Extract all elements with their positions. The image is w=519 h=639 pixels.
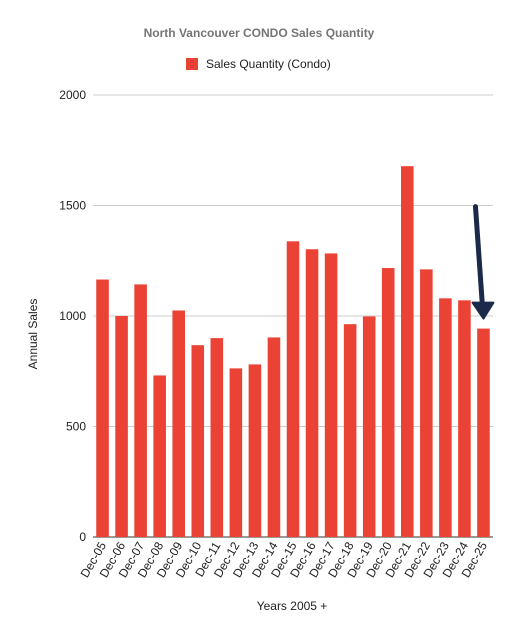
y-axis-ticks: 0 500 1000 1500 2000 xyxy=(59,88,86,544)
bar-dec-16 xyxy=(305,249,319,537)
bar-dec-17 xyxy=(324,253,338,537)
x-axis-title: Years 2005 + xyxy=(257,599,328,613)
chart-title: North Vancouver CONDO Sales Quantity xyxy=(144,26,375,40)
bar-dec-13 xyxy=(248,364,262,537)
arrow-shaft xyxy=(472,204,485,310)
x-axis-ticks: Dec-05Dec-06Dec-07Dec-08Dec-09Dec-10Dec-… xyxy=(78,539,491,580)
bars xyxy=(96,166,490,538)
y-tick-label: 2000 xyxy=(59,88,86,102)
y-tick-label: 1000 xyxy=(59,309,86,323)
bar-dec-24 xyxy=(458,300,471,537)
bar-dec-10 xyxy=(191,345,205,537)
bar-dec-05 xyxy=(96,279,109,537)
bar-dec-23 xyxy=(439,298,452,537)
arrow-head xyxy=(471,301,495,320)
bar-dec-11 xyxy=(210,338,224,537)
bar-dec-06 xyxy=(115,316,128,537)
bar-dec-09 xyxy=(172,310,185,537)
bar-dec-08 xyxy=(153,375,166,537)
bar-dec-21 xyxy=(401,166,414,538)
annotation-arrow xyxy=(471,204,495,320)
legend: Sales Quantity (Condo) xyxy=(186,57,331,71)
bar-dec-25 xyxy=(477,328,490,537)
bar-dec-19 xyxy=(362,316,376,537)
bar-dec-07 xyxy=(134,284,147,537)
legend-label: Sales Quantity (Condo) xyxy=(206,57,331,71)
bar-dec-22 xyxy=(420,269,433,537)
y-tick-label: 500 xyxy=(66,420,86,434)
legend-swatch xyxy=(186,58,198,70)
y-tick-label: 1500 xyxy=(59,199,86,213)
y-tick-label: 0 xyxy=(79,530,86,544)
bar-dec-12 xyxy=(229,368,243,537)
bar-dec-15 xyxy=(286,241,300,537)
y-axis-title: Annual Sales xyxy=(26,299,40,370)
bar-dec-20 xyxy=(381,268,395,537)
bar-dec-14 xyxy=(267,337,281,537)
bar-dec-18 xyxy=(343,324,357,537)
